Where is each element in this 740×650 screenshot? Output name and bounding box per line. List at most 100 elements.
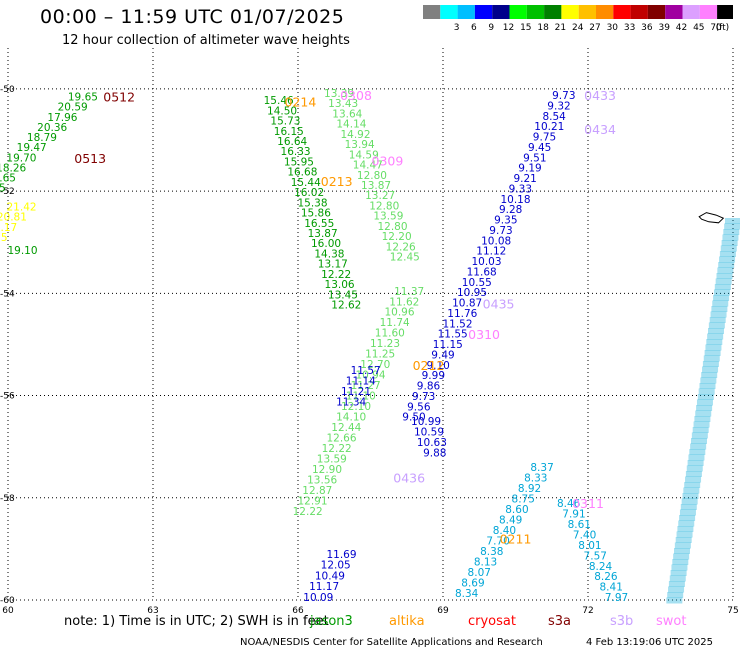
colorbar-tick-label: 9 <box>488 23 494 33</box>
edge-track-mark <box>709 317 726 323</box>
colorbar-swatch <box>665 5 683 19</box>
edge-track-mark <box>681 498 698 505</box>
colorbar-swatch <box>474 5 493 19</box>
wave-height-value: 9.19 <box>518 163 541 175</box>
edge-track-mark <box>701 372 718 378</box>
pass-label: 0512 <box>103 90 135 105</box>
edge-track-mark <box>700 377 717 384</box>
satellite-legend-s3a: s3a <box>548 614 571 629</box>
wave-height-value: 12.80 <box>357 170 387 182</box>
edge-track-mark <box>719 251 736 257</box>
edge-track-mark <box>683 487 700 494</box>
colorbar-tick-label: 39 <box>658 23 670 33</box>
colorbar-tick-label: 18 <box>537 23 549 33</box>
colorbar-swatch <box>613 5 631 19</box>
colorbar-tick-label: 3 <box>454 23 460 33</box>
wave-height-value: 9.73 <box>412 391 435 403</box>
wave-height-value: 15.95 <box>284 156 314 168</box>
wave-height-value: 13.59 <box>317 453 347 465</box>
page-title: 00:00 – 11:59 UTC 01/07/2025 <box>40 6 345 28</box>
pass-label: 0211 <box>500 532 532 547</box>
wave-height-value: 11.68 <box>467 266 497 278</box>
wave-height-value: 8.60 <box>505 504 528 516</box>
colorbar-tick-label: 24 <box>572 23 584 33</box>
wave-height-value: 9.49 <box>431 349 454 361</box>
wave-height-value: 9.73 <box>489 225 512 237</box>
edge-track-mark <box>723 229 740 235</box>
wave-height-value: 22.17 <box>0 222 17 234</box>
colorbar-tick-label: 6 <box>471 23 477 33</box>
page-subtitle: 12 hour collection of altimeter wave hei… <box>62 33 350 48</box>
wave-height-value: 7.91 <box>562 508 585 520</box>
lat-tick-label: -52 <box>0 187 15 197</box>
wave-height-value: 8.75 <box>512 494 535 506</box>
wave-height-value: 11.55 <box>438 329 468 341</box>
wave-height-value: 11.69 <box>326 549 356 561</box>
wave-height-value: 9.32 <box>547 100 570 112</box>
colorbar-swatch <box>544 5 562 19</box>
edge-track-mark <box>685 476 702 483</box>
satellite-legend-jason3: jason3 <box>309 614 353 629</box>
wave-height-value: 10.87 <box>452 298 482 310</box>
edge-track-mark <box>702 366 719 373</box>
wave-height-value: 9.21 <box>513 173 536 185</box>
edge-track-mark <box>680 504 697 510</box>
wave-height-value: 9.51 <box>523 152 546 164</box>
wave-height-value: 8.69 <box>461 577 484 589</box>
satellite-legend-cryosat: cryosat <box>468 614 516 629</box>
lon-tick-label: 63 <box>147 606 158 616</box>
edge-track-mark <box>677 526 694 532</box>
wave-height-value: 13.06 <box>325 279 355 291</box>
wave-height-value: 14.10 <box>336 412 366 424</box>
colorbar-tick-label: 15 <box>520 23 531 33</box>
wave-height-value: 16.02 <box>294 187 324 199</box>
edge-track-mark <box>698 388 715 395</box>
edge-track-mark <box>724 223 740 230</box>
edge-track-mark <box>707 333 724 340</box>
wave-height-value: 16.55 <box>304 218 334 230</box>
colorbar-tick-label: 42 <box>676 23 687 33</box>
wave-height-value: 12.90 <box>312 464 342 476</box>
lat-tick-label: -54 <box>0 289 15 299</box>
wave-height-value: 11.37 <box>394 286 424 298</box>
footer-timestamp: 4 Feb 13:19:06 UTC 2025 <box>586 637 713 648</box>
edge-track-mark <box>669 575 686 582</box>
pass-label: 0513 <box>74 151 106 166</box>
edge-track-mark <box>670 570 687 576</box>
wave-height-value: 13.27 <box>365 190 395 202</box>
wave-height-value: 13.17 <box>318 259 348 271</box>
wave-height-value: 12.22 <box>322 443 352 455</box>
edge-track-mark <box>725 218 740 224</box>
wave-height-value: 13.87 <box>308 228 338 240</box>
wave-height-value: 12.70 <box>360 359 390 371</box>
colorbar-tick-label: 70 <box>710 23 722 33</box>
edge-track-mark <box>689 449 706 455</box>
pass-label: 0214 <box>285 95 317 110</box>
edge-track-mark <box>667 592 684 598</box>
wave-height-value: 16.68 <box>287 167 317 179</box>
colorbar-swatch <box>630 5 648 19</box>
wave-height-value: 14.50 <box>267 105 297 117</box>
wave-height-value: 13.64 <box>332 108 362 120</box>
wave-height-value: 11.21 <box>341 386 371 398</box>
wave-height-value: 20.81 <box>0 212 27 224</box>
colorbar-swatch <box>596 5 614 19</box>
wave-height-value: 7.97 <box>605 592 628 604</box>
wave-height-value: 12.80 <box>369 200 399 212</box>
colorbar-swatch <box>440 5 458 19</box>
edge-track-mark <box>699 383 716 389</box>
colorbar-swatch <box>682 5 700 19</box>
edge-track-mark <box>666 597 683 604</box>
edge-track-mark <box>702 361 719 367</box>
edge-track-mark <box>687 460 704 466</box>
colorbar-tick-label: 12 <box>503 23 514 33</box>
edge-track-mark <box>722 234 739 241</box>
colorbar-swatch <box>423 5 441 19</box>
edge-track-mark <box>710 311 727 318</box>
pass-label: 0434 <box>584 122 616 137</box>
wave-height-value: 9.50 <box>402 412 425 424</box>
wave-height-value: 12.20 <box>382 231 412 243</box>
edge-track-mark <box>705 344 722 351</box>
wave-height-value: 11.14 <box>346 375 376 387</box>
colorbar-unit: (ft) <box>716 23 730 33</box>
